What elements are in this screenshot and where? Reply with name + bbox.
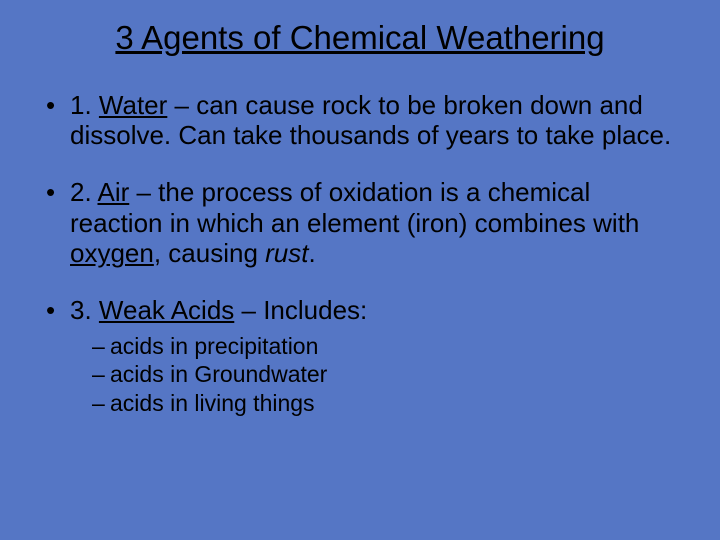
item-rest: – the process of oxidation is a chemical… — [70, 177, 639, 238]
sub-list: acids in precipitation acids in Groundwa… — [70, 332, 678, 418]
item-rest: . — [308, 238, 315, 268]
item-prefix: 3. — [70, 295, 99, 325]
sub-list-item: acids in living things — [92, 389, 678, 418]
list-item: 1. Water – can cause rock to be broken d… — [42, 90, 678, 151]
item-prefix: 2. — [70, 177, 97, 207]
item-prefix: 1. — [70, 90, 99, 120]
sub-list-item: acids in precipitation — [92, 332, 678, 361]
item-rest: – Includes: — [234, 295, 367, 325]
list-item: 3. Weak Acids – Includes: acids in preci… — [42, 295, 678, 418]
item-rest: , causing — [154, 238, 265, 268]
item-term: Water — [99, 90, 167, 120]
item-term: Air — [97, 177, 129, 207]
slide: 3 Agents of Chemical Weathering 1. Water… — [0, 0, 720, 540]
list-item: 2. Air – the process of oxidation is a c… — [42, 177, 678, 269]
slide-title: 3 Agents of Chemical Weathering — [42, 18, 678, 58]
item-emph: rust — [265, 238, 308, 268]
item-key: oxygen — [70, 238, 154, 268]
sub-list-item: acids in Groundwater — [92, 360, 678, 389]
bullet-list: 1. Water – can cause rock to be broken d… — [42, 90, 678, 418]
item-term: Weak Acids — [99, 295, 234, 325]
